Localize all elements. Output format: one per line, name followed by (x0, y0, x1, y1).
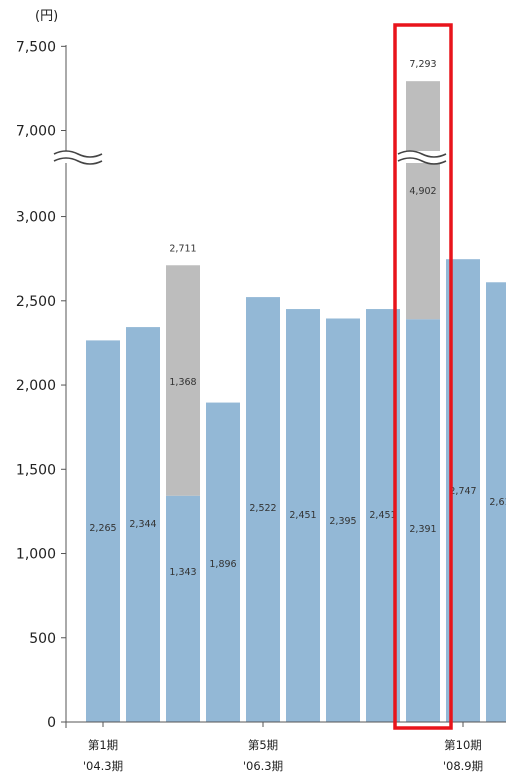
bar-base-value-label: 2,344 (129, 519, 156, 530)
bar-total-value-label: 2,711 (169, 243, 196, 254)
y-axis-unit: (円) (35, 9, 58, 24)
y-tick-label: 500 (29, 631, 56, 647)
y-tick-label: 0 (47, 715, 56, 731)
x-label-period: 第1期 (88, 738, 118, 752)
axis-break-mark (53, 150, 103, 158)
bar-total-value-label: 7,293 (409, 59, 436, 70)
bar-base-value-label: 2,395 (329, 516, 356, 527)
bar-break-mark (397, 150, 447, 158)
bar-base (206, 402, 240, 722)
bar-base (326, 318, 360, 722)
x-label-period: 第10期 (444, 738, 482, 752)
bar-base (246, 297, 280, 722)
highlight-box (393, 23, 453, 730)
bar-extra-value-label: 4,902 (409, 186, 436, 197)
bar-break-gap (402, 151, 444, 163)
bar-base-value-label: 2,451 (289, 510, 316, 521)
bar-extra-value-label: 1,368 (169, 377, 196, 388)
bar-base (86, 340, 120, 722)
bar-base (486, 282, 506, 722)
y-tick-label: 1,000 (16, 547, 56, 563)
y-tick-label: 2,500 (16, 294, 56, 310)
bar-extra (166, 265, 200, 496)
x-label-date: '08.9期 (443, 759, 483, 773)
bar-base-value-label: 2,747 (449, 486, 476, 497)
bar-base (286, 309, 320, 722)
y-tick-label: 3,000 (16, 210, 56, 226)
bar-extra (406, 81, 440, 320)
bar-base-value-label: 2,451 (369, 510, 396, 521)
y-tick-label: 1,500 (16, 462, 56, 478)
bar-base-value-label: 2,265 (89, 523, 116, 534)
axis-break-gap (52, 151, 92, 163)
bar-base-value-label: 2,610 (489, 497, 506, 508)
bar-base-value-label: 2,522 (249, 503, 276, 514)
bar-base (406, 319, 440, 722)
bar-base-value-label: 2,391 (409, 524, 436, 535)
bar-base-value-label: 1,896 (209, 559, 236, 570)
y-tick-label: 7,000 (16, 124, 56, 140)
x-label-date: '04.3期 (83, 759, 123, 773)
bar-base (126, 327, 160, 722)
bar-base-value-label: 1,343 (169, 567, 196, 578)
bar-base (166, 495, 200, 722)
y-tick-label: 7,500 (16, 39, 56, 55)
x-label-date: '06.3期 (243, 759, 283, 773)
axis-break-mark (53, 157, 103, 165)
bar-break-mark (397, 157, 447, 165)
x-label-period: 第5期 (248, 738, 278, 752)
y-tick-label: 2,000 (16, 378, 56, 394)
